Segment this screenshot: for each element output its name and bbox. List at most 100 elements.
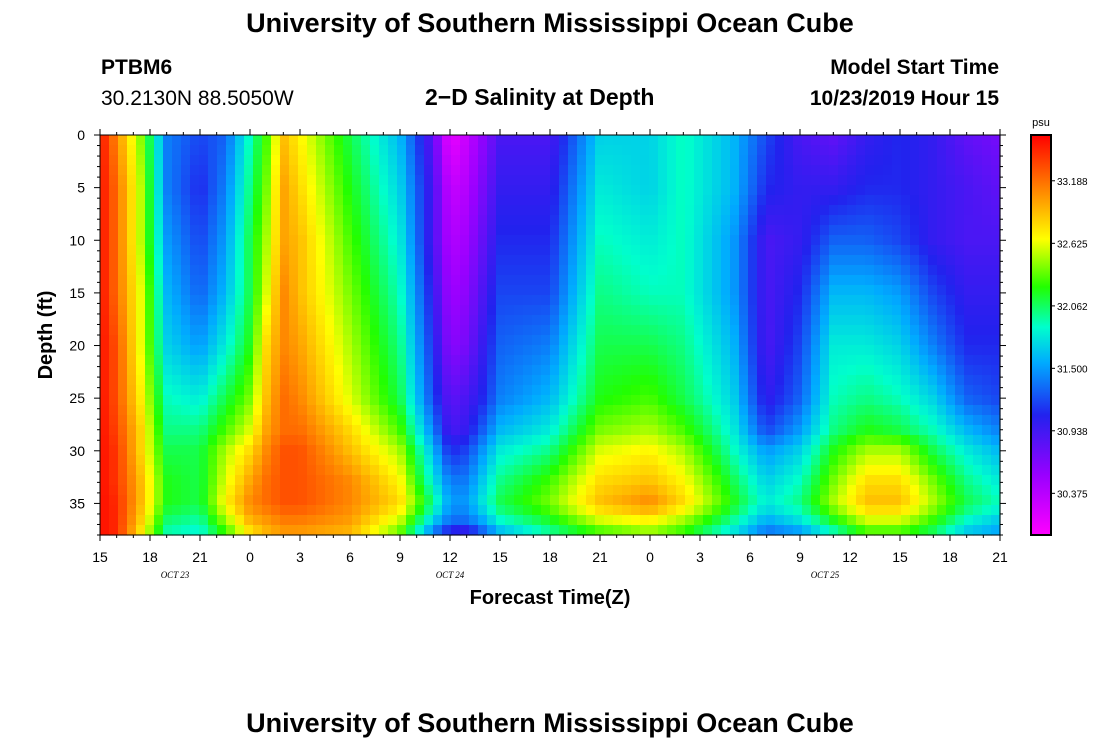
heatmap-cell [361, 395, 371, 406]
heatmap-cell [397, 175, 407, 186]
heatmap-cell [460, 425, 470, 436]
heatmap-cell [109, 355, 119, 366]
heatmap-cell [406, 285, 416, 296]
heatmap-cell [370, 305, 380, 316]
heatmap-cell [559, 295, 569, 306]
heatmap-cell [982, 485, 992, 496]
heatmap-cell [388, 435, 398, 446]
heatmap-cell [505, 425, 515, 436]
heatmap-cell [910, 385, 920, 396]
heatmap-cell [649, 175, 659, 186]
heatmap-cell [541, 375, 551, 386]
heatmap-cell [928, 135, 938, 146]
heatmap-cell [280, 385, 290, 396]
heatmap-cell [676, 255, 686, 266]
heatmap-cell [316, 205, 326, 216]
heatmap-cell [397, 525, 407, 536]
heatmap-cell [406, 195, 416, 206]
heatmap-cell [145, 235, 155, 246]
heatmap-cell [973, 185, 983, 196]
heatmap-cell [649, 515, 659, 526]
heatmap-cell [145, 405, 155, 416]
heatmap-cell [604, 225, 614, 236]
heatmap-cell [793, 175, 803, 186]
heatmap-cell [658, 145, 668, 156]
heatmap-cell [910, 215, 920, 226]
heatmap-cell [226, 435, 236, 446]
heatmap-cell [100, 335, 110, 346]
heatmap-cell [703, 395, 713, 406]
heatmap-cell [856, 395, 866, 406]
heatmap-cell [388, 295, 398, 306]
heatmap-cell [541, 475, 551, 486]
heatmap-cell [118, 375, 128, 386]
heatmap-cell [451, 155, 461, 166]
heatmap-cell [397, 465, 407, 476]
heatmap-cell [820, 455, 830, 466]
heatmap-cell [397, 215, 407, 226]
heatmap-cell [946, 205, 956, 216]
heatmap-cell [253, 365, 263, 376]
heatmap-cell [442, 475, 452, 486]
heatmap-cell [451, 175, 461, 186]
heatmap-cell [838, 265, 848, 276]
heatmap-cell [919, 135, 929, 146]
heatmap-cell [226, 315, 236, 326]
heatmap-cell [901, 435, 911, 446]
heatmap-cell [676, 355, 686, 366]
heatmap-cell [370, 265, 380, 276]
heatmap-cell [127, 255, 137, 266]
heatmap-cell [109, 415, 119, 426]
heatmap-cell [991, 295, 1001, 306]
heatmap-cell [991, 335, 1001, 346]
heatmap-cell [712, 325, 722, 336]
heatmap-cell [136, 155, 146, 166]
heatmap-cell [433, 165, 443, 176]
heatmap-cell [226, 385, 236, 396]
heatmap-cell [667, 145, 677, 156]
heatmap-cell [946, 305, 956, 316]
heatmap-cell [847, 265, 857, 276]
heatmap-cell [847, 375, 857, 386]
heatmap-cell [721, 365, 731, 376]
heatmap-cell [838, 285, 848, 296]
heatmap-cell [118, 305, 128, 316]
heatmap-cell [469, 525, 479, 536]
heatmap-cell [559, 515, 569, 526]
heatmap-cell [586, 275, 596, 286]
heatmap-cell [946, 215, 956, 226]
heatmap-cell [217, 265, 227, 276]
heatmap-cell [199, 525, 209, 536]
heatmap-cell [397, 305, 407, 316]
heatmap-cell [793, 395, 803, 406]
heatmap-cell [865, 325, 875, 336]
heatmap-cell [235, 445, 245, 456]
heatmap-cell [514, 145, 524, 156]
heatmap-cell [361, 225, 371, 236]
heatmap-cell [658, 205, 668, 216]
heatmap-cell [847, 465, 857, 476]
heatmap-cell [802, 455, 812, 466]
heatmap-cell [739, 365, 749, 376]
heatmap-cell [586, 245, 596, 256]
heatmap-cell [694, 355, 704, 366]
heatmap-cell [586, 455, 596, 466]
heatmap-cell [487, 435, 497, 446]
heatmap-cell [829, 135, 839, 146]
heatmap-cell [883, 165, 893, 176]
heatmap-cell [280, 175, 290, 186]
heatmap-cell [469, 515, 479, 526]
heatmap-cell [973, 415, 983, 426]
heatmap-cell [451, 335, 461, 346]
heatmap-cell [433, 525, 443, 536]
heatmap-cell [739, 325, 749, 336]
heatmap-cell [370, 245, 380, 256]
heatmap-cell [154, 195, 164, 206]
heatmap-cell [280, 365, 290, 376]
heatmap-cell [577, 275, 587, 286]
heatmap-cell [127, 315, 137, 326]
heatmap-cell [478, 135, 488, 146]
heatmap-cell [586, 355, 596, 366]
heatmap-cell [838, 305, 848, 316]
heatmap-cell [667, 175, 677, 186]
